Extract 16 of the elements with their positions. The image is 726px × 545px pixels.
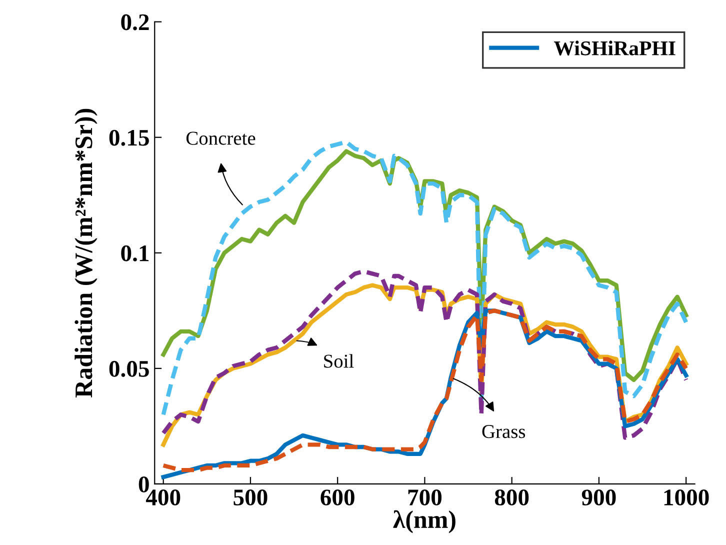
x-tick-label: 800 bbox=[494, 490, 529, 506]
x-tick-label: 900 bbox=[582, 490, 616, 506]
annotation: Grass bbox=[482, 425, 526, 438]
annotation: Soil bbox=[324, 354, 354, 368]
x-tick-label: 1000 bbox=[664, 490, 709, 506]
x-tick-label: 700 bbox=[408, 490, 442, 506]
x-axis-title: λ(nm) bbox=[393, 510, 456, 534]
y-tick-label: 0.1 bbox=[121, 245, 149, 262]
x-tick-label: 600 bbox=[320, 490, 354, 506]
y-tick-label: 0.05 bbox=[109, 360, 149, 377]
legend-label: WiSHiRaPHI bbox=[554, 40, 676, 56]
y-tick-label: 0.15 bbox=[109, 130, 149, 146]
x-tick-label: 500 bbox=[234, 490, 268, 506]
annotation: Concrete bbox=[186, 132, 256, 145]
y-tick-label: 0.2 bbox=[121, 14, 149, 30]
y-axis-title: Radiation (W/(m²*nm*Sr)) bbox=[74, 108, 98, 398]
